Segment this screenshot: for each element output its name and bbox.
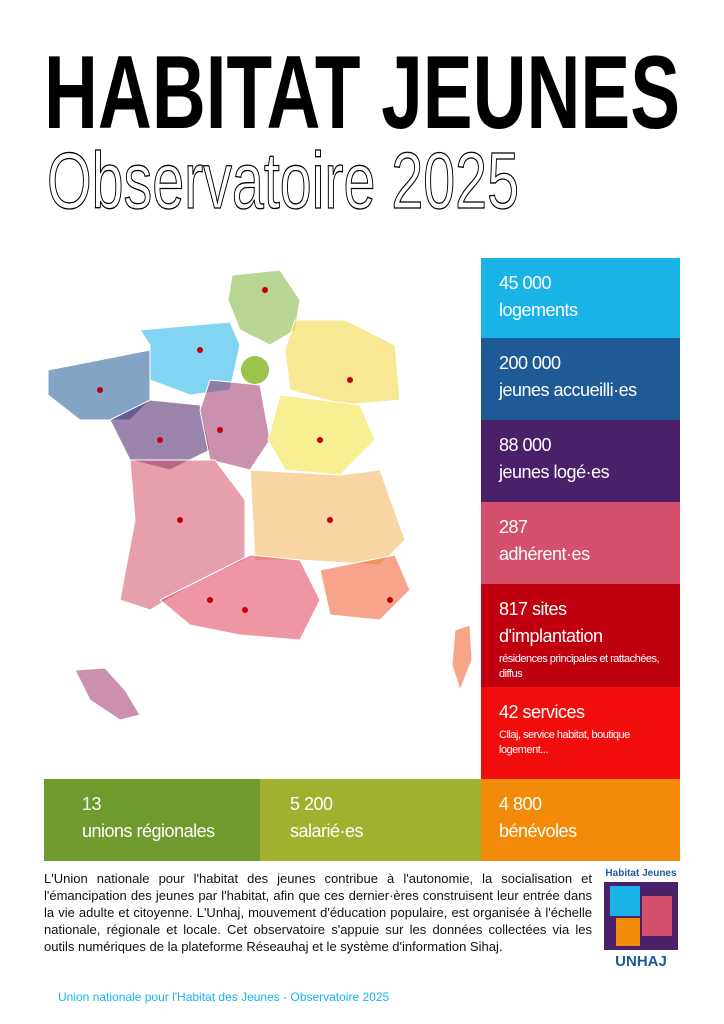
- stat-label: bénévoles: [499, 821, 577, 841]
- region-occitanie: [159, 554, 321, 641]
- stat-box: 200 000 jeunes accueilli·es: [481, 338, 680, 420]
- stat-box: 88 000 jeunes logé·es: [481, 420, 680, 502]
- stat-number: 13: [82, 794, 102, 814]
- stat-label: jeunes accueilli·es: [499, 380, 637, 400]
- stat-number: 45 000: [499, 273, 552, 293]
- footer: Union nationale pour l'Habitat des Jeune…: [58, 990, 390, 1004]
- stat-detail: résidences principales et rattachées, di…: [499, 653, 660, 680]
- subtitle: Observatoire 2025: [47, 136, 519, 225]
- stat-box: 42 services Cllaj, service habitat, bouti…: [481, 687, 680, 779]
- region-paca: [319, 554, 411, 621]
- stat-box: 13 unions régionales: [44, 779, 260, 861]
- stat-number: 88 000: [499, 435, 552, 455]
- stat-number: 5 200: [290, 794, 333, 814]
- stat-box: 5 200 salarié·es: [260, 779, 481, 861]
- stat-number: 817 sites: [499, 599, 567, 619]
- region-bourgogne: [267, 394, 376, 476]
- stat-box: 287 adhérent·es: [481, 502, 680, 584]
- stat-number: 42 services: [499, 702, 585, 722]
- stat-label: adhérent·es: [499, 544, 590, 564]
- region-centre: [199, 379, 271, 471]
- region-grand-est: [284, 319, 401, 406]
- stat-box: 4 800 bénévoles: [481, 779, 680, 861]
- region-martinique: [74, 667, 141, 721]
- stat-label: d'implantation: [499, 626, 603, 646]
- region-hauts-de-france: [227, 269, 301, 346]
- stat-number: 287: [499, 517, 528, 537]
- stat-label: salarié·es: [290, 821, 364, 841]
- stat-detail: Cllaj, service habitat, boutique logemen…: [499, 729, 630, 756]
- logo-brand: Habitat Jeunes: [605, 868, 677, 879]
- stat-label: logements: [499, 300, 578, 320]
- stat-number: 4 800: [499, 794, 542, 814]
- logo-graphic: [642, 896, 672, 936]
- stat-number: 200 000: [499, 353, 561, 373]
- region-ile-de-france: [241, 356, 269, 384]
- logo-graphic: [610, 886, 640, 916]
- stat-label: jeunes logé·es: [499, 462, 610, 482]
- stat-box: 45 000 logements: [481, 258, 680, 338]
- region-corse: [451, 624, 473, 692]
- logo: Habitat Jeunes UNHAJ: [604, 868, 678, 970]
- region-auvergne-rhone-alpes: [249, 469, 406, 566]
- logo-name: UNHAJ: [615, 953, 667, 970]
- description: L'Union nationale pour l'habitat des jeu…: [44, 871, 592, 954]
- stat-label: unions régionales: [82, 821, 215, 841]
- map: [47, 269, 473, 721]
- logo-graphic: [616, 918, 640, 946]
- title: HABITAT JEUNES: [44, 35, 680, 151]
- map-dots: [97, 287, 393, 613]
- header-and-map: HABITAT JEUNES Observatoire 2025: [44, 35, 680, 721]
- stat-box: 817 sites d'implantation résidences princi…: [481, 584, 680, 687]
